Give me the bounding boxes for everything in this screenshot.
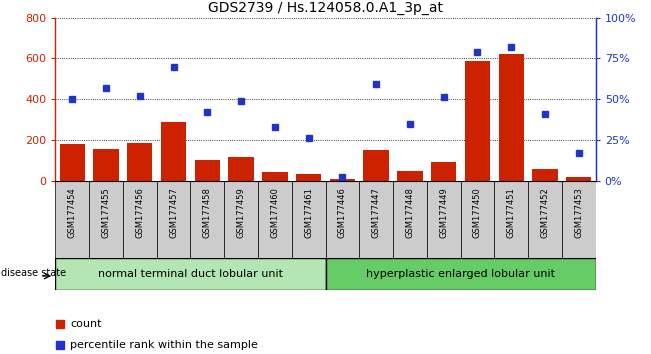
Text: GSM177461: GSM177461 (304, 187, 313, 238)
Text: disease state: disease state (1, 268, 66, 278)
Text: GSM177454: GSM177454 (68, 187, 77, 238)
Bar (427, 181, 461, 258)
Text: GSM177456: GSM177456 (135, 187, 145, 238)
Bar (397, 171, 422, 181)
Text: GSM177458: GSM177458 (203, 187, 212, 238)
Text: GSM177455: GSM177455 (102, 187, 111, 238)
Bar (191, 181, 224, 258)
Bar (329, 178, 355, 181)
Text: count: count (70, 319, 102, 329)
Bar (359, 181, 393, 258)
Bar (93, 149, 118, 181)
Bar (292, 181, 326, 258)
Bar (59, 144, 85, 181)
Bar (461, 181, 494, 258)
Bar (123, 181, 157, 258)
Bar (393, 181, 427, 258)
Bar (533, 169, 558, 181)
Bar (326, 181, 359, 258)
Bar (258, 181, 292, 258)
Bar (224, 181, 258, 258)
Bar (528, 181, 562, 258)
Title: GDS2739 / Hs.124058.0.A1_3p_at: GDS2739 / Hs.124058.0.A1_3p_at (208, 1, 443, 15)
Bar (363, 150, 389, 181)
Text: GSM177449: GSM177449 (439, 187, 448, 238)
Bar (499, 54, 524, 181)
Bar (262, 172, 288, 181)
Bar (465, 62, 490, 181)
Text: GSM177452: GSM177452 (540, 187, 549, 238)
Bar (566, 177, 592, 181)
Text: GSM177459: GSM177459 (236, 187, 245, 238)
Text: GSM177457: GSM177457 (169, 187, 178, 238)
Bar (89, 181, 123, 258)
Bar (326, 258, 596, 290)
Bar (157, 181, 191, 258)
Bar (195, 160, 220, 181)
Text: normal terminal duct lobular unit: normal terminal duct lobular unit (98, 269, 283, 279)
Text: GSM177448: GSM177448 (406, 187, 415, 238)
Bar (431, 162, 456, 181)
Text: GSM177460: GSM177460 (270, 187, 279, 238)
Text: GSM177447: GSM177447 (372, 187, 381, 238)
Text: GSM177446: GSM177446 (338, 187, 347, 238)
Bar (127, 143, 152, 181)
Bar (494, 181, 528, 258)
Bar (296, 174, 322, 181)
Text: GSM177450: GSM177450 (473, 187, 482, 238)
Text: hyperplastic enlarged lobular unit: hyperplastic enlarged lobular unit (366, 269, 555, 279)
Bar (55, 258, 325, 290)
Bar (562, 181, 596, 258)
Text: GSM177451: GSM177451 (506, 187, 516, 238)
Bar (55, 181, 89, 258)
Bar (229, 157, 254, 181)
Text: GSM177453: GSM177453 (574, 187, 583, 238)
Bar (161, 121, 186, 181)
Text: percentile rank within the sample: percentile rank within the sample (70, 340, 258, 350)
